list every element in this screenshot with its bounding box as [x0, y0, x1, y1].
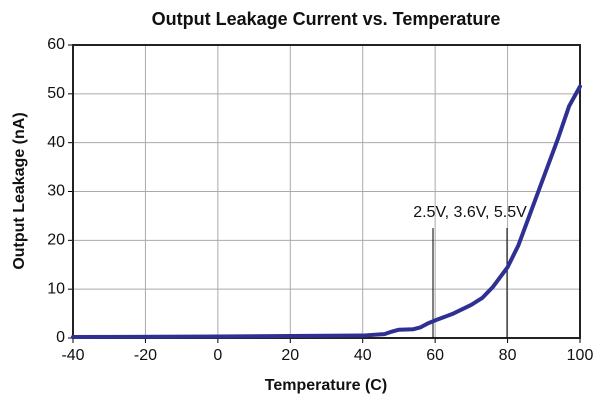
y-tick-label: 0 [56, 329, 65, 346]
y-axis-label: Output Leakage (nA) [11, 112, 28, 269]
chart-title: Output Leakage Current vs. Temperature [152, 9, 501, 29]
x-tick-label: -20 [134, 347, 157, 364]
x-tick-label: 80 [499, 347, 517, 364]
x-tick-label: 40 [354, 347, 372, 364]
y-tick-label: 40 [47, 134, 65, 151]
y-tick-label: 30 [47, 183, 65, 200]
data-line [71, 84, 582, 340]
x-tick-label: -40 [61, 347, 84, 364]
x-tick-label: 20 [281, 347, 299, 364]
annotation: 2.5V, 3.6V, 5.5V [413, 204, 527, 221]
x-axis-label: Temperature (C) [265, 377, 387, 394]
y-tick-label: 50 [47, 85, 65, 102]
y-tick-label: 20 [47, 232, 65, 249]
y-tick-label: 10 [47, 280, 65, 297]
x-tick-label: 100 [567, 347, 594, 364]
x-tick-label: 0 [213, 347, 222, 364]
plot-frame [72, 44, 581, 339]
x-tick-label: 60 [426, 347, 444, 364]
y-tick-label: 60 [47, 36, 65, 53]
